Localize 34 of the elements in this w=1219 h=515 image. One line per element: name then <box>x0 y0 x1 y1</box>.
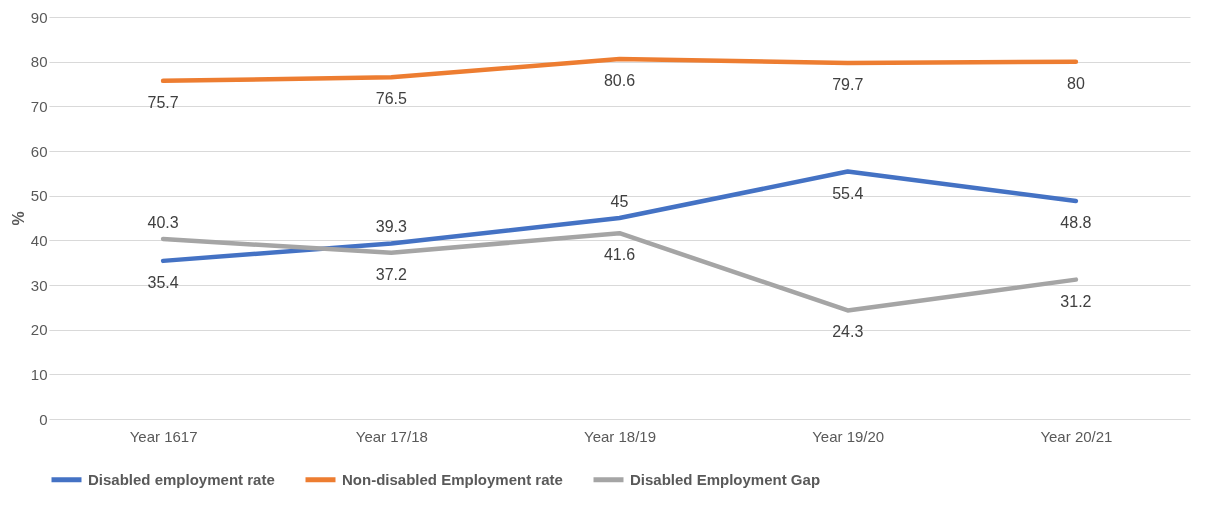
data-label: 35.4 <box>147 273 179 291</box>
x-tick-label: Year 1617 <box>129 427 198 445</box>
y-tick-label: 30 <box>30 276 48 294</box>
y-tick-label: 80 <box>30 53 48 71</box>
data-label: 76.5 <box>375 90 407 108</box>
data-label: 45 <box>610 193 629 210</box>
data-label: 80.6 <box>603 71 636 89</box>
legend-label: Disabled Employment Gap <box>630 470 821 488</box>
y-tick-label: 0 <box>39 410 48 428</box>
x-tick-label: Year 19/20 <box>812 427 885 445</box>
data-label: 48.8 <box>1060 214 1092 232</box>
data-label: 75.7 <box>147 93 179 111</box>
y-axis-title: % <box>9 211 27 226</box>
data-label: 55.4 <box>832 184 864 202</box>
y-tick-label: 50 <box>30 187 48 205</box>
data-label: 39.3 <box>375 218 407 236</box>
y-tick-label: 70 <box>30 97 48 115</box>
y-tick-label: 20 <box>30 321 48 339</box>
x-tick-label: Year 17/18 <box>355 427 428 445</box>
data-label: 31.2 <box>1060 292 1092 310</box>
data-label: 24.3 <box>832 323 864 341</box>
data-label: 41.6 <box>603 246 636 264</box>
x-tick-label: Year 18/19 <box>583 427 657 445</box>
y-tick-label: 90 <box>30 8 48 26</box>
data-label: 40.3 <box>147 213 179 231</box>
data-label: 80 <box>1067 74 1085 92</box>
legend-label: Non-disabled Employment rate <box>342 470 563 488</box>
data-label: 37.2 <box>375 265 407 283</box>
y-tick-label: 60 <box>30 142 48 160</box>
data-label: 79.7 <box>832 76 864 94</box>
legend-label: Disabled employment rate <box>88 470 275 488</box>
x-tick-label: Year 20/21 <box>1040 427 1113 445</box>
y-tick-label: 40 <box>30 231 48 249</box>
y-tick-label: 10 <box>30 365 48 383</box>
